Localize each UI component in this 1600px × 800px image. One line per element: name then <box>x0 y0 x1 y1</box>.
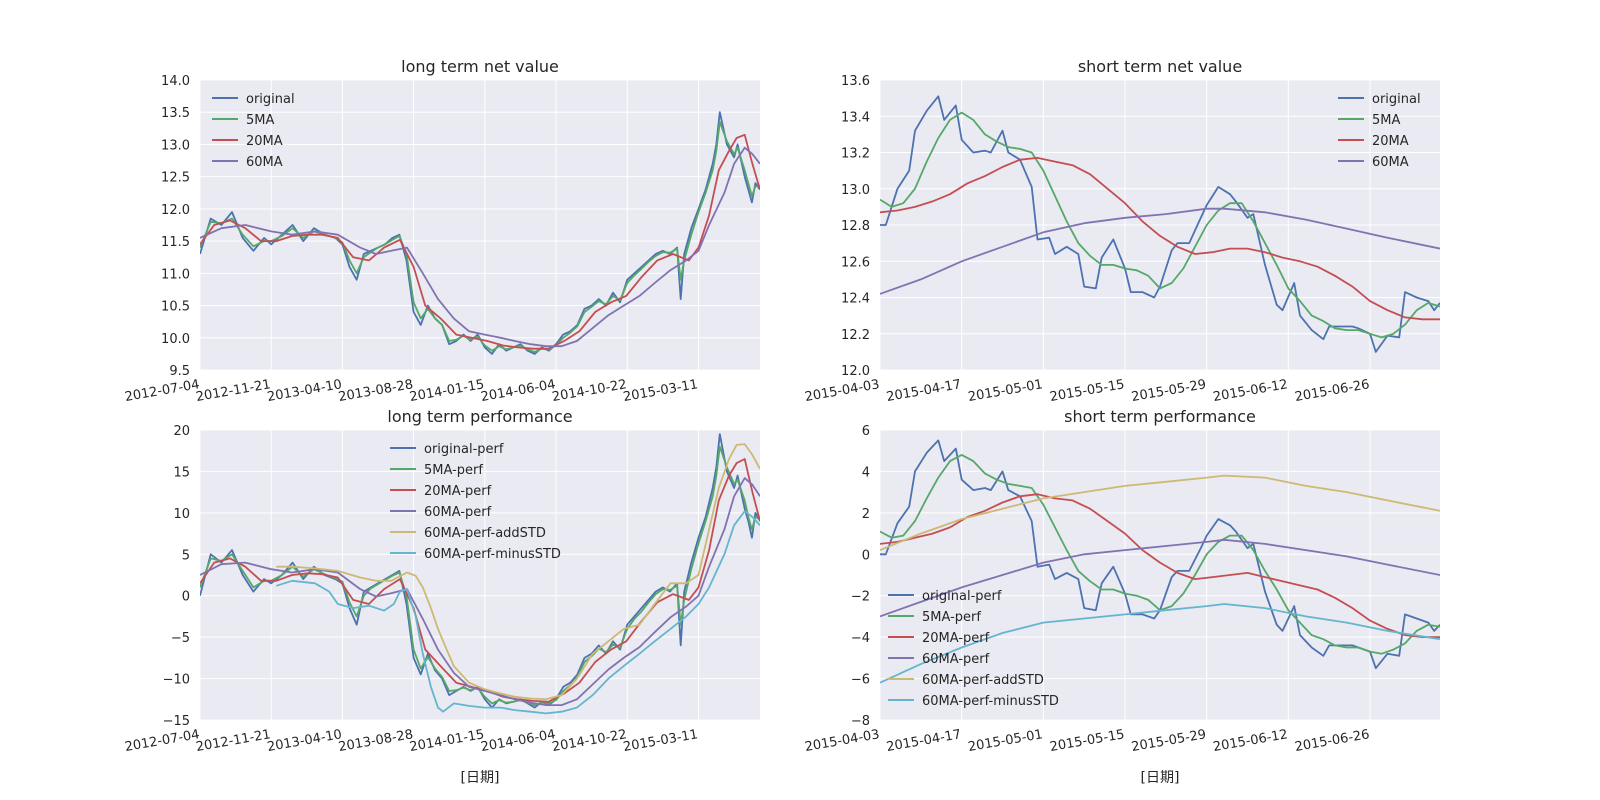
long-perf-x-axis-label: [日期] <box>461 770 500 786</box>
long-net-title: long term net value <box>401 57 559 76</box>
long-net-y-tick-label: 10.0 <box>161 332 190 347</box>
long-perf-y-tick-label: −10 <box>163 673 190 688</box>
long-net-legend-label-5MA: 5MA <box>246 113 274 128</box>
short-net-series-group <box>880 95 1440 353</box>
short-net-legend: original 5MA 20MA 60MA <box>1338 92 1421 170</box>
long-perf-legend-label-5MA-perf: 5MA-perf <box>424 463 483 478</box>
short-perf-y-tick-label: 0 <box>862 548 870 563</box>
long-net-legend-label-60MA: 60MA <box>246 155 283 170</box>
long-net-y-tick-label: 12.0 <box>161 203 190 218</box>
short-net-series-20MA <box>880 157 1440 321</box>
long-perf-y-tick-label: −5 <box>171 631 190 646</box>
long-perf-legend-label-60MA-perf-addSTD: 60MA-perf-addSTD <box>424 526 546 541</box>
short-perf-legend-label-original-perf: original-perf <box>922 589 1002 604</box>
long-net-plot-area <box>200 80 760 370</box>
long-net-y-tick-label: 14.0 <box>161 74 190 89</box>
long-perf-y-tick-label: 10 <box>173 507 190 522</box>
short-net-y-tick-label: 12.4 <box>841 292 870 307</box>
long-perf-y-tick-label: 5 <box>182 548 190 563</box>
short-net-series-original <box>880 95 1440 353</box>
long-perf-series-60MA-perf-minusSTD <box>276 510 760 715</box>
short-perf-y-tick-label: −2 <box>851 590 870 605</box>
long-net-y-tick-label: 11.0 <box>161 267 190 282</box>
short-perf-legend-label-60MA-perf: 60MA-perf <box>922 652 990 667</box>
short-perf-y-tick-label: −6 <box>851 673 870 688</box>
short-net-y-tick-label: 13.4 <box>841 110 870 125</box>
long-net-legend: original 5MA 20MA 60MA <box>212 92 295 170</box>
long-perf-legend-label-60MA-perf-minusSTD: 60MA-perf-minusSTD <box>424 547 561 562</box>
long-net-legend-label-20MA: 20MA <box>246 134 283 149</box>
long-perf-y-tick-label: 15 <box>173 465 190 480</box>
long-perf-legend: original-perf 5MA-perf 20MA-perf 60MA-perf 6… <box>390 442 561 562</box>
short-perf-series-20MA-perf <box>880 493 1440 638</box>
short-perf-series-group <box>880 439 1440 684</box>
long-perf-series-60MA-perf-addSTD <box>276 443 760 701</box>
long-net-series-60MA <box>200 146 760 348</box>
long-perf-series-60MA-perf <box>200 477 760 706</box>
short-perf-legend-label-60MA-perf-addSTD: 60MA-perf-addSTD <box>922 673 1044 688</box>
short-net-y-tick-label: 13.6 <box>841 74 870 89</box>
short-net-y-tick-label: 12.0 <box>841 364 870 379</box>
short-net-y-tick-label: 12.8 <box>841 219 870 234</box>
short-net-y-tick-label: 12.6 <box>841 255 870 270</box>
short-net-y-tick-label: 13.2 <box>841 147 870 162</box>
short-perf-title: short term performance <box>1064 407 1256 426</box>
short-net-title: short term net value <box>1078 57 1242 76</box>
long-net-series-20MA <box>200 133 760 350</box>
short-perf-legend: original-perf 5MA-perf 20MA-perf 60MA-perf 6… <box>888 589 1059 709</box>
long-perf-legend-label-60MA-perf: 60MA-perf <box>424 505 492 520</box>
short-perf-y-tick-label: −8 <box>851 714 870 729</box>
long-perf-legend-label-20MA-perf: 20MA-perf <box>424 484 492 499</box>
long-net-chart: 9.5 10.0 10.5 11.0 11.5 12.0 12.5 13.0 13.5 14.0 2… <box>124 57 760 405</box>
short-perf-series-60MA-perf-addSTD <box>880 474 1440 551</box>
short-net-legend-label-20MA: 20MA <box>1372 134 1409 149</box>
short-perf-y-tick-label: −4 <box>851 631 870 646</box>
short-perf-y-tick-label: 4 <box>862 465 870 480</box>
short-perf-plot-area <box>880 430 1440 720</box>
long-net-series-group <box>200 111 760 355</box>
long-perf-legend-label-original-perf: original-perf <box>424 442 504 457</box>
short-net-legend-label-5MA: 5MA <box>1372 113 1400 128</box>
long-perf-chart: −15−10−5051015202012-07-042012-11-212013… <box>124 407 760 786</box>
short-perf-legend-label-20MA-perf: 20MA-perf <box>922 631 990 646</box>
long-net-y-tick-label: 13.5 <box>161 106 190 121</box>
long-net-y-tick-label: 11.5 <box>161 235 190 250</box>
short-net-series-60MA <box>880 207 1440 295</box>
short-perf-y-tick-label: 2 <box>862 507 870 522</box>
long-net-legend-label-original: original <box>246 92 295 107</box>
long-perf-series-group <box>200 433 760 715</box>
long-net-y-tick-label: 9.5 <box>169 364 190 379</box>
short-net-y-tick-label: 13.0 <box>841 183 870 198</box>
long-perf-y-tick-label: 0 <box>182 590 190 605</box>
long-perf-title: long term performance <box>387 407 572 426</box>
short-net-y-tick-label: 12.2 <box>841 328 870 343</box>
short-net-chart: 12.012.212.412.612.813.013.213.413.62015… <box>804 57 1440 405</box>
short-perf-x-axis-label: [日期] <box>1141 770 1180 786</box>
short-net-legend-label-original: original <box>1372 92 1421 107</box>
long-net-y-tick-label: 10.5 <box>161 300 190 315</box>
short-net-legend-label-60MA: 60MA <box>1372 155 1409 170</box>
long-perf-series-5MA-perf <box>200 445 760 706</box>
short-perf-y-tick-label: 6 <box>862 424 870 439</box>
long-net-y-tick-label: 13.0 <box>161 138 190 153</box>
short-perf-legend-label-5MA-perf: 5MA-perf <box>922 610 981 625</box>
short-net-series-5MA <box>880 111 1440 339</box>
long-perf-y-tick-label: 20 <box>173 424 190 439</box>
short-perf-series-60MA-perf-minusSTD <box>880 603 1440 684</box>
long-net-y-tick-label: 12.5 <box>161 171 190 186</box>
long-perf-series-20MA-perf <box>200 458 760 703</box>
short-perf-legend-label-60MA-perf-minusSTD: 60MA-perf-minusSTD <box>922 694 1059 709</box>
long-perf-y-tick-label: −15 <box>163 714 190 729</box>
short-perf-series-60MA-perf <box>880 538 1440 618</box>
